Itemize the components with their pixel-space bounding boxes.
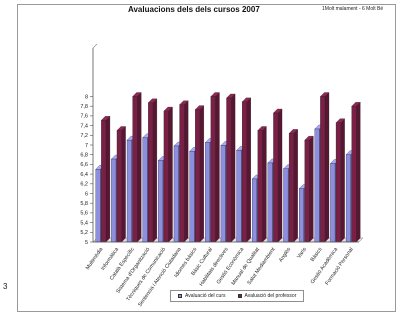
x-tick-label: Anglès: [278, 246, 292, 263]
bar-teacher-side: [324, 92, 330, 243]
bar-teacher: [241, 101, 247, 243]
bar-course: [345, 154, 351, 243]
bar-teacher: [304, 139, 310, 243]
bar-course: [267, 162, 273, 243]
y-axis-depth-line: [92, 43, 98, 49]
bar-course: [189, 151, 195, 243]
bar-course: [236, 150, 242, 243]
bar-course: [111, 158, 117, 243]
bar-teacher: [163, 110, 169, 243]
bar-teacher: [101, 120, 107, 243]
legend-item-teacher: Avaluació del professor: [237, 293, 297, 299]
bar-teacher-side: [168, 106, 173, 243]
page-number: 3: [3, 282, 8, 291]
bar-course: [314, 128, 320, 243]
legend-label-teacher: Avaluació del professor: [244, 293, 297, 299]
y-tick-label: 7,8: [80, 104, 88, 110]
bar-teacher-side: [246, 97, 251, 243]
bar-teacher-side: [277, 108, 283, 243]
bar-course: [95, 169, 101, 243]
legend-swatch-course: [178, 294, 182, 298]
bar-teacher-side: [152, 98, 158, 243]
y-tick-label: 7,4: [80, 123, 88, 129]
y-tick-label: 6,2: [80, 182, 88, 188]
bar-teacher: [320, 96, 326, 243]
chart-legend: Avaluació del curs Avaluació del profess…: [170, 290, 305, 302]
legend-swatch-teacher: [237, 294, 242, 298]
bar-teacher-side: [356, 101, 361, 243]
bar-teacher-side: [105, 115, 111, 243]
x-tick-label: Manual de Qualitat: [231, 246, 262, 286]
bar-course: [220, 145, 226, 243]
bar-teacher: [257, 130, 263, 243]
bar-course: [158, 160, 164, 243]
bar-course: [252, 178, 257, 243]
bar-teacher-side: [293, 128, 298, 243]
bar-teacher: [179, 104, 185, 243]
bar-teacher-side: [340, 118, 345, 243]
y-tick-label: 8: [85, 94, 88, 100]
y-tick-label: 6,6: [80, 162, 88, 168]
y-tick-label: 6,8: [80, 153, 88, 159]
chart-title: Avaluacions dels dels cursos 2007: [128, 5, 260, 14]
bar-teacher: [210, 96, 216, 243]
bar-teacher: [273, 112, 279, 243]
y-tick-label: 7: [85, 143, 88, 149]
bar-teacher: [351, 106, 357, 243]
y-tick-label: 6: [85, 191, 88, 197]
x-tick-label: Varis: [296, 246, 308, 259]
bar-teacher-side: [230, 93, 236, 243]
y-tick-label: 5,2: [80, 230, 88, 236]
bar-teacher-side: [215, 92, 220, 243]
bar-teacher-side: [262, 126, 267, 243]
y-tick-label: 5,8: [80, 201, 88, 207]
bar-teacher-side: [137, 92, 142, 243]
bar-course: [205, 142, 211, 243]
bar-teacher: [116, 130, 122, 243]
bar-course: [283, 168, 289, 243]
y-tick-label: 5: [85, 240, 88, 246]
legend-item-course: Avaluació del curs: [178, 293, 226, 299]
bar-teacher-side: [199, 105, 204, 243]
y-tick-label: 6,4: [80, 172, 88, 178]
y-tick-label: 7,6: [80, 114, 88, 120]
bar-course: [126, 139, 132, 243]
x-tick-label: Bàsics: [310, 246, 324, 263]
bar-teacher-side: [309, 135, 314, 243]
y-tick-label: 5,6: [80, 211, 88, 217]
bar-teacher: [335, 122, 341, 243]
bar-teacher: [148, 102, 154, 243]
bar-teacher: [132, 96, 138, 243]
bar-teacher: [195, 109, 200, 243]
bar-course: [142, 137, 148, 243]
y-tick-label: 7,2: [80, 133, 88, 139]
legend-label-course: Avaluació del curs: [185, 293, 226, 299]
bar-teacher-side: [184, 100, 189, 243]
y-tick-label: 5,4: [80, 220, 88, 226]
bar-course: [173, 145, 179, 243]
rating-scale-note: 1Molt malament - 6 Molt Bé: [322, 6, 384, 12]
bar-teacher: [288, 133, 294, 243]
bar-teacher: [226, 97, 232, 243]
bar-course: [330, 163, 336, 243]
bar-course: [298, 188, 304, 243]
bar-teacher-side: [121, 126, 126, 243]
